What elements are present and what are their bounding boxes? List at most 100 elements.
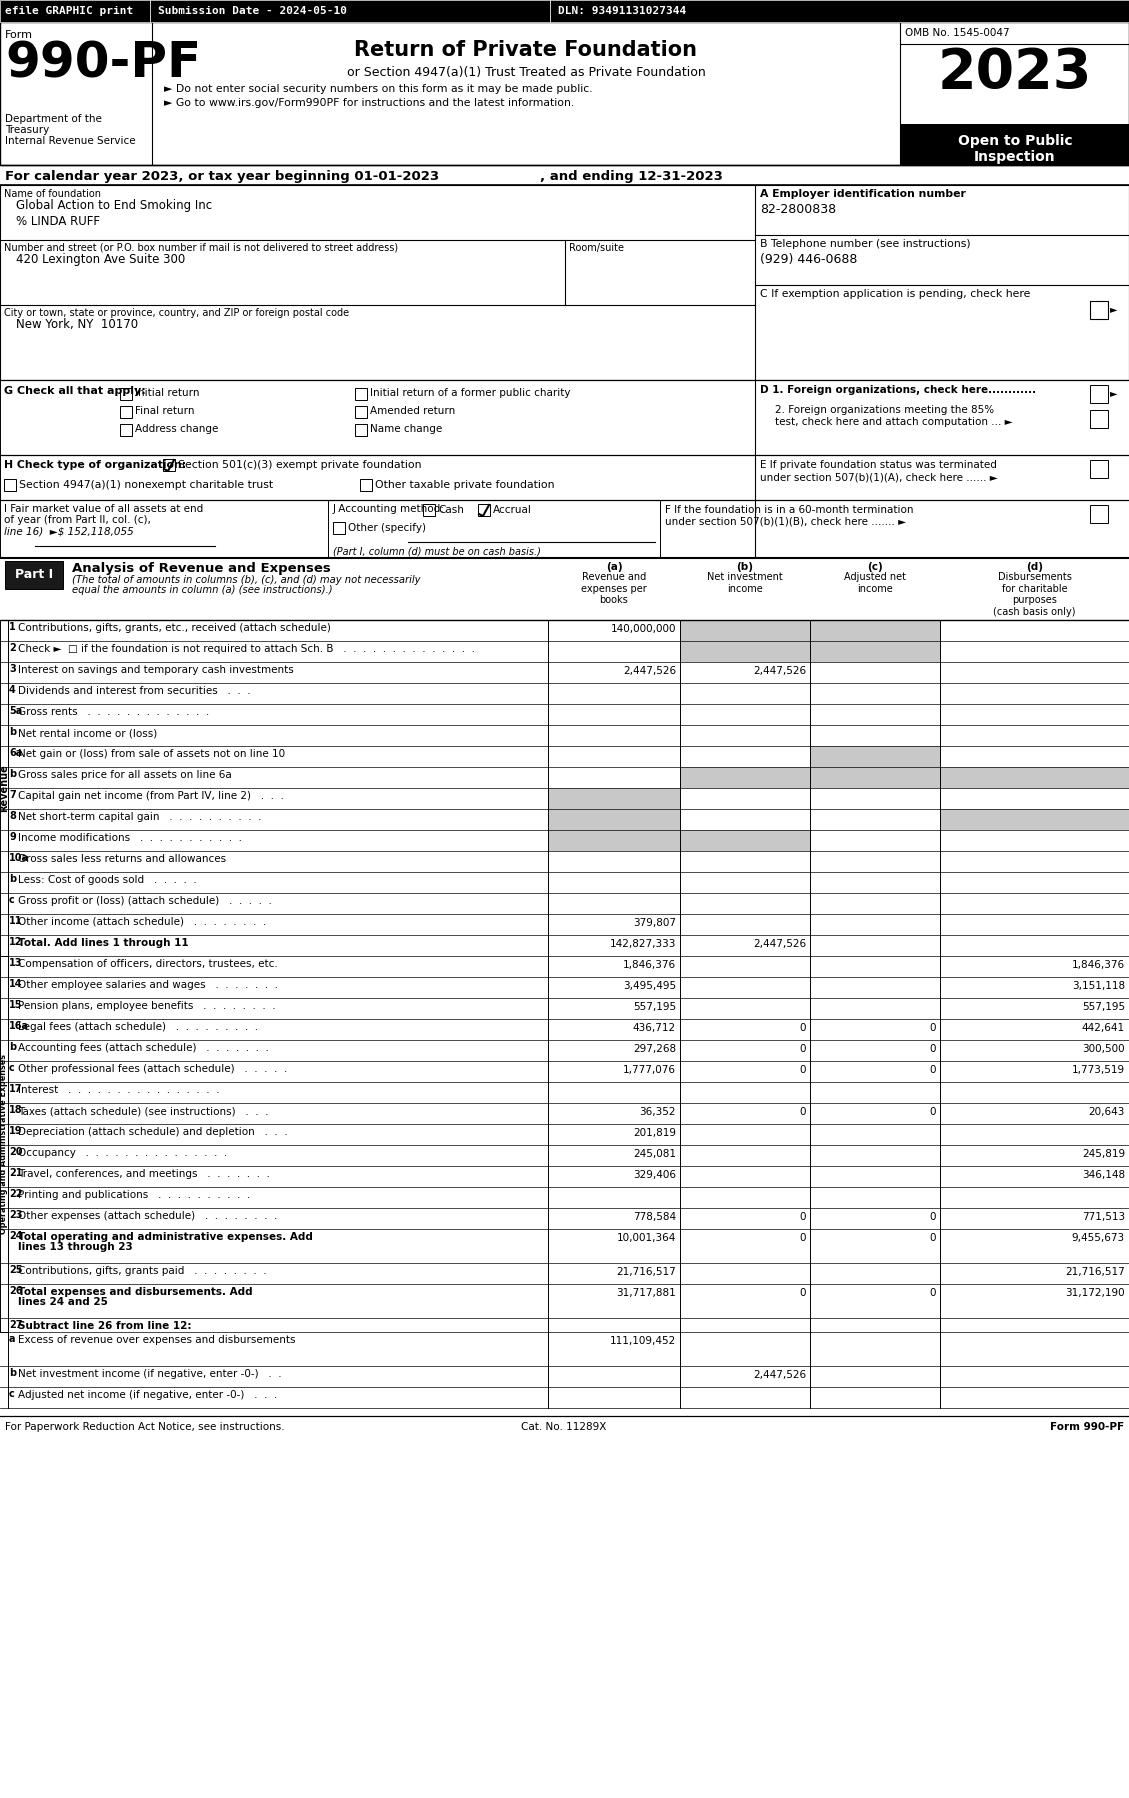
Text: 10,001,364: 10,001,364	[616, 1233, 676, 1242]
Text: 2,447,526: 2,447,526	[623, 665, 676, 676]
Text: 329,406: 329,406	[633, 1170, 676, 1179]
Text: Gross rents   .  .  .  .  .  .  .  .  .  .  .  .  .: Gross rents . . . . . . . . . . . . .	[18, 707, 209, 717]
Text: 14: 14	[9, 978, 23, 989]
Text: 297,268: 297,268	[633, 1045, 676, 1054]
Text: 3,495,495: 3,495,495	[623, 982, 676, 991]
Text: Form 990-PF: Form 990-PF	[1050, 1422, 1124, 1431]
Text: Other (specify): Other (specify)	[348, 523, 426, 532]
Bar	[548, 831, 680, 850]
Text: 2,447,526: 2,447,526	[753, 939, 806, 949]
Text: (Part I, column (d) must be on cash basis.): (Part I, column (d) must be on cash basi…	[333, 547, 541, 556]
Text: c: c	[9, 895, 15, 904]
Text: Address change: Address change	[135, 424, 218, 433]
Bar	[0, 620, 8, 957]
Text: For calendar year 2023, or tax year beginning 01-01-2023: For calendar year 2023, or tax year begi…	[5, 171, 439, 183]
Text: Other employee salaries and wages   .  .  .  .  .  .  .: Other employee salaries and wages . . . …	[18, 980, 278, 991]
Text: 20: 20	[9, 1147, 23, 1156]
Text: 13: 13	[9, 958, 23, 967]
Text: 21: 21	[9, 1169, 23, 1178]
Bar	[360, 478, 371, 491]
Text: b: b	[9, 874, 16, 885]
Text: Depreciation (attach schedule) and depletion   .  .  .: Depreciation (attach schedule) and deple…	[18, 1127, 288, 1136]
Bar	[5, 561, 63, 590]
Bar	[423, 503, 435, 516]
Text: Other professional fees (attach schedule)   .  .  .  .  .: Other professional fees (attach schedule…	[18, 1064, 287, 1073]
Text: 300,500: 300,500	[1083, 1045, 1124, 1054]
Text: ► Go to www.irs.gov/Form990PF for instructions and the latest information.: ► Go to www.irs.gov/Form990PF for instru…	[164, 99, 575, 108]
Bar	[120, 388, 132, 399]
Text: 771,513: 771,513	[1082, 1212, 1124, 1223]
Text: Analysis of Revenue and Expenses: Analysis of Revenue and Expenses	[72, 563, 331, 575]
Text: 1,773,519: 1,773,519	[1071, 1064, 1124, 1075]
Text: equal the amounts in column (a) (see instructions).): equal the amounts in column (a) (see ins…	[72, 584, 333, 595]
Text: 22: 22	[9, 1188, 23, 1199]
Text: b: b	[9, 726, 16, 737]
Text: H Check type of organization:: H Check type of organization:	[5, 460, 186, 469]
Text: Legal fees (attach schedule)   .  .  .  .  .  .  .  .  .: Legal fees (attach schedule) . . . . . .…	[18, 1021, 259, 1032]
Text: Gross profit or (loss) (attach schedule)   .  .  .  .  .: Gross profit or (loss) (attach schedule)…	[18, 895, 272, 906]
Text: Initial return of a former public charity: Initial return of a former public charit…	[370, 388, 570, 397]
Text: b: b	[9, 1043, 16, 1052]
Text: 20,643: 20,643	[1088, 1108, 1124, 1117]
Text: E If private foundation status was terminated: E If private foundation status was termi…	[760, 460, 997, 469]
Text: (The total of amounts in columns (b), (c), and (d) may not necessarily: (The total of amounts in columns (b), (c…	[72, 575, 420, 584]
Bar	[0, 185, 1129, 379]
Text: (d): (d)	[1026, 563, 1043, 572]
Text: C If exemption application is pending, check here: C If exemption application is pending, c…	[760, 289, 1031, 298]
Text: Check ►  □ if the foundation is not required to attach Sch. B   .  .  .  .  .  .: Check ► □ if the foundation is not requi…	[18, 644, 475, 654]
Bar	[1089, 460, 1108, 478]
Text: c: c	[9, 1390, 15, 1399]
Text: 0: 0	[929, 1287, 936, 1298]
Text: Inspection: Inspection	[974, 149, 1056, 164]
Text: Other income (attach schedule)   .  .  .  .  .  .  .  .: Other income (attach schedule) . . . . .…	[18, 917, 266, 928]
Text: Form: Form	[5, 31, 33, 40]
Text: 0: 0	[799, 1064, 806, 1075]
Text: 31,717,881: 31,717,881	[616, 1287, 676, 1298]
Bar	[163, 458, 175, 471]
Text: G Check all that apply:: G Check all that apply:	[5, 387, 146, 396]
Text: a: a	[9, 1334, 16, 1343]
Text: 15: 15	[9, 1000, 23, 1010]
Text: 379,807: 379,807	[633, 919, 676, 928]
Text: 0: 0	[799, 1108, 806, 1117]
Text: 201,819: 201,819	[633, 1127, 676, 1138]
Text: 990-PF: 990-PF	[5, 40, 201, 88]
Text: 1,777,076: 1,777,076	[623, 1064, 676, 1075]
Text: Net gain or (loss) from sale of assets not on line 10: Net gain or (loss) from sale of assets n…	[18, 750, 286, 759]
Text: Net short-term capital gain   .  .  .  .  .  .  .  .  .  .: Net short-term capital gain . . . . . . …	[18, 813, 262, 822]
Text: ►: ►	[1110, 388, 1118, 397]
Text: Global Action to End Smoking Inc: Global Action to End Smoking Inc	[16, 200, 212, 212]
Text: (b): (b)	[736, 563, 753, 572]
Text: Name change: Name change	[370, 424, 443, 433]
Text: Pension plans, employee benefits   .  .  .  .  .  .  .  .: Pension plans, employee benefits . . . .…	[18, 1001, 275, 1010]
Text: 82-2800838: 82-2800838	[760, 203, 837, 216]
Text: 6a: 6a	[9, 748, 23, 759]
Text: Occupancy   .  .  .  .  .  .  .  .  .  .  .  .  .  .  .: Occupancy . . . . . . . . . . . . . . .	[18, 1147, 227, 1158]
Text: 557,195: 557,195	[1082, 1001, 1124, 1012]
Text: b: b	[9, 770, 16, 779]
Text: ► Do not enter social security numbers on this form as it may be made public.: ► Do not enter social security numbers o…	[164, 85, 593, 93]
Text: Dividends and interest from securities   .  .  .: Dividends and interest from securities .…	[18, 687, 251, 696]
Bar	[680, 642, 809, 662]
Bar	[940, 768, 1129, 788]
Text: Initial return: Initial return	[135, 388, 200, 397]
Bar	[809, 642, 940, 662]
Bar	[680, 620, 809, 642]
Text: Excess of revenue over expenses and disbursements: Excess of revenue over expenses and disb…	[18, 1334, 296, 1345]
Text: 1,846,376: 1,846,376	[623, 960, 676, 969]
Text: 0: 0	[929, 1064, 936, 1075]
Text: ►: ►	[1110, 304, 1118, 315]
Text: 24: 24	[9, 1232, 23, 1241]
Bar	[5, 478, 16, 491]
Text: under section 507(b)(1)(B), check here ....... ►: under section 507(b)(1)(B), check here .…	[665, 518, 907, 527]
Text: 0: 0	[929, 1108, 936, 1117]
Text: 3,151,118: 3,151,118	[1071, 982, 1124, 991]
Text: (929) 446-0688: (929) 446-0688	[760, 254, 857, 266]
Text: Open to Public: Open to Public	[957, 135, 1073, 147]
Text: Submission Date - 2024-05-10: Submission Date - 2024-05-10	[158, 5, 347, 16]
Text: Capital gain net income (from Part IV, line 2)   .  .  .: Capital gain net income (from Part IV, l…	[18, 791, 283, 800]
Text: Travel, conferences, and meetings   .  .  .  .  .  .  .: Travel, conferences, and meetings . . . …	[18, 1169, 270, 1179]
Text: Net investment income (if negative, enter -0-)   .  .: Net investment income (if negative, ente…	[18, 1368, 281, 1379]
Text: Contributions, gifts, grants, etc., received (attach schedule): Contributions, gifts, grants, etc., rece…	[18, 622, 331, 633]
Bar	[0, 0, 1129, 22]
